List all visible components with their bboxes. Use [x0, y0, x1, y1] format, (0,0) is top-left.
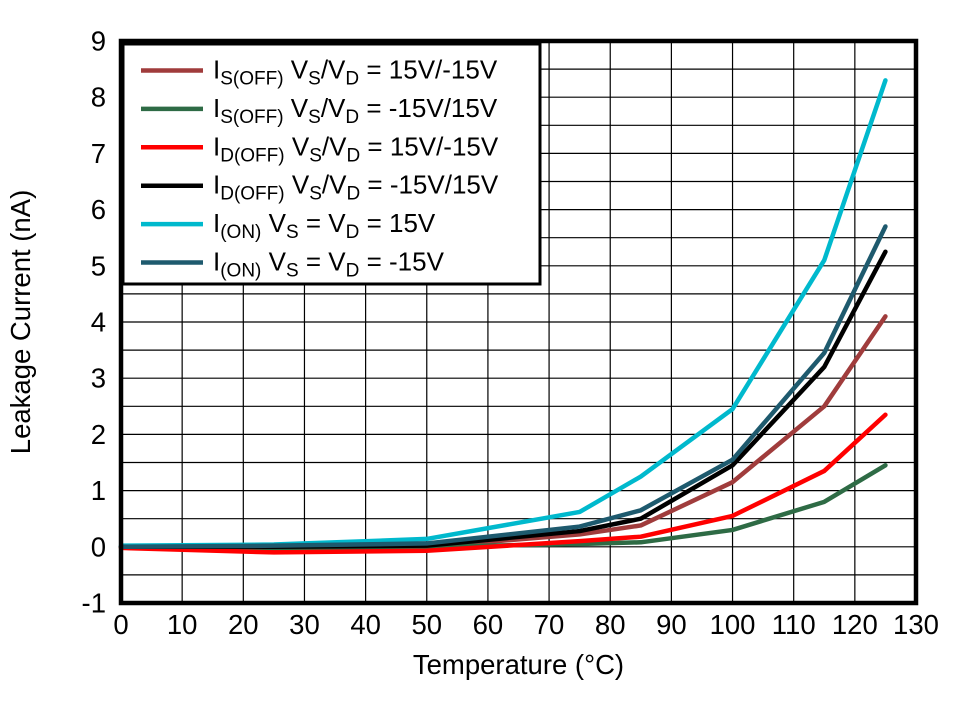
y-tick-label: 8 [91, 82, 106, 113]
y-axis-title: Leakage Current (nA) [5, 190, 36, 454]
legend-label-3: ID(OFF) VS/VD = -15V/15V [213, 170, 499, 205]
legend-label-0: IS(OFF) VS/VD = 15V/-15V [213, 55, 498, 90]
plot-frame [118, 38, 919, 606]
x-tick-label: 90 [656, 609, 687, 640]
series-line-5 [118, 224, 888, 550]
x-tick-label: 40 [350, 609, 381, 640]
legend-box [121, 42, 542, 286]
y-tick-label: 7 [91, 138, 106, 169]
series-line-2 [118, 412, 888, 555]
y-tick-label: 0 [91, 531, 106, 562]
y-tick-label: 5 [91, 250, 106, 281]
x-tick-label: 60 [473, 609, 504, 640]
y-tick-label: 9 [91, 26, 106, 57]
x-tick-label: 110 [772, 609, 816, 640]
y-tick-label: 6 [91, 194, 106, 225]
x-tick-label: 130 [893, 609, 939, 640]
legend-label-5: I(ON) VS = VD = -15V [213, 247, 445, 282]
x-tick-label: 50 [411, 609, 442, 640]
legend-label-4: I(ON) VS = VD = 15V [213, 208, 436, 243]
y-tick-label: 3 [91, 363, 106, 394]
x-tick-label: 80 [595, 609, 626, 640]
legend-label-2: ID(OFF) VS/VD = 15V/-15V [213, 131, 499, 166]
y-tick-label: 1 [91, 475, 106, 506]
x-tick-label: 30 [289, 609, 320, 640]
x-tick-label: 20 [228, 609, 259, 640]
x-tick-label: 100 [710, 609, 756, 640]
x-tick-label: 70 [534, 609, 565, 640]
x-axis-title: Temperature (°C) [413, 649, 624, 680]
y-tick-label: 4 [91, 307, 106, 338]
legend-label-1: IS(OFF) VS/VD = -15V/15V [213, 93, 498, 128]
y-tick-label: 2 [91, 419, 106, 450]
x-tick-label: 0 [113, 609, 128, 640]
x-tick-label: 10 [167, 609, 198, 640]
y-tick-label: -1 [82, 588, 106, 619]
x-tick-label: 120 [832, 609, 878, 640]
